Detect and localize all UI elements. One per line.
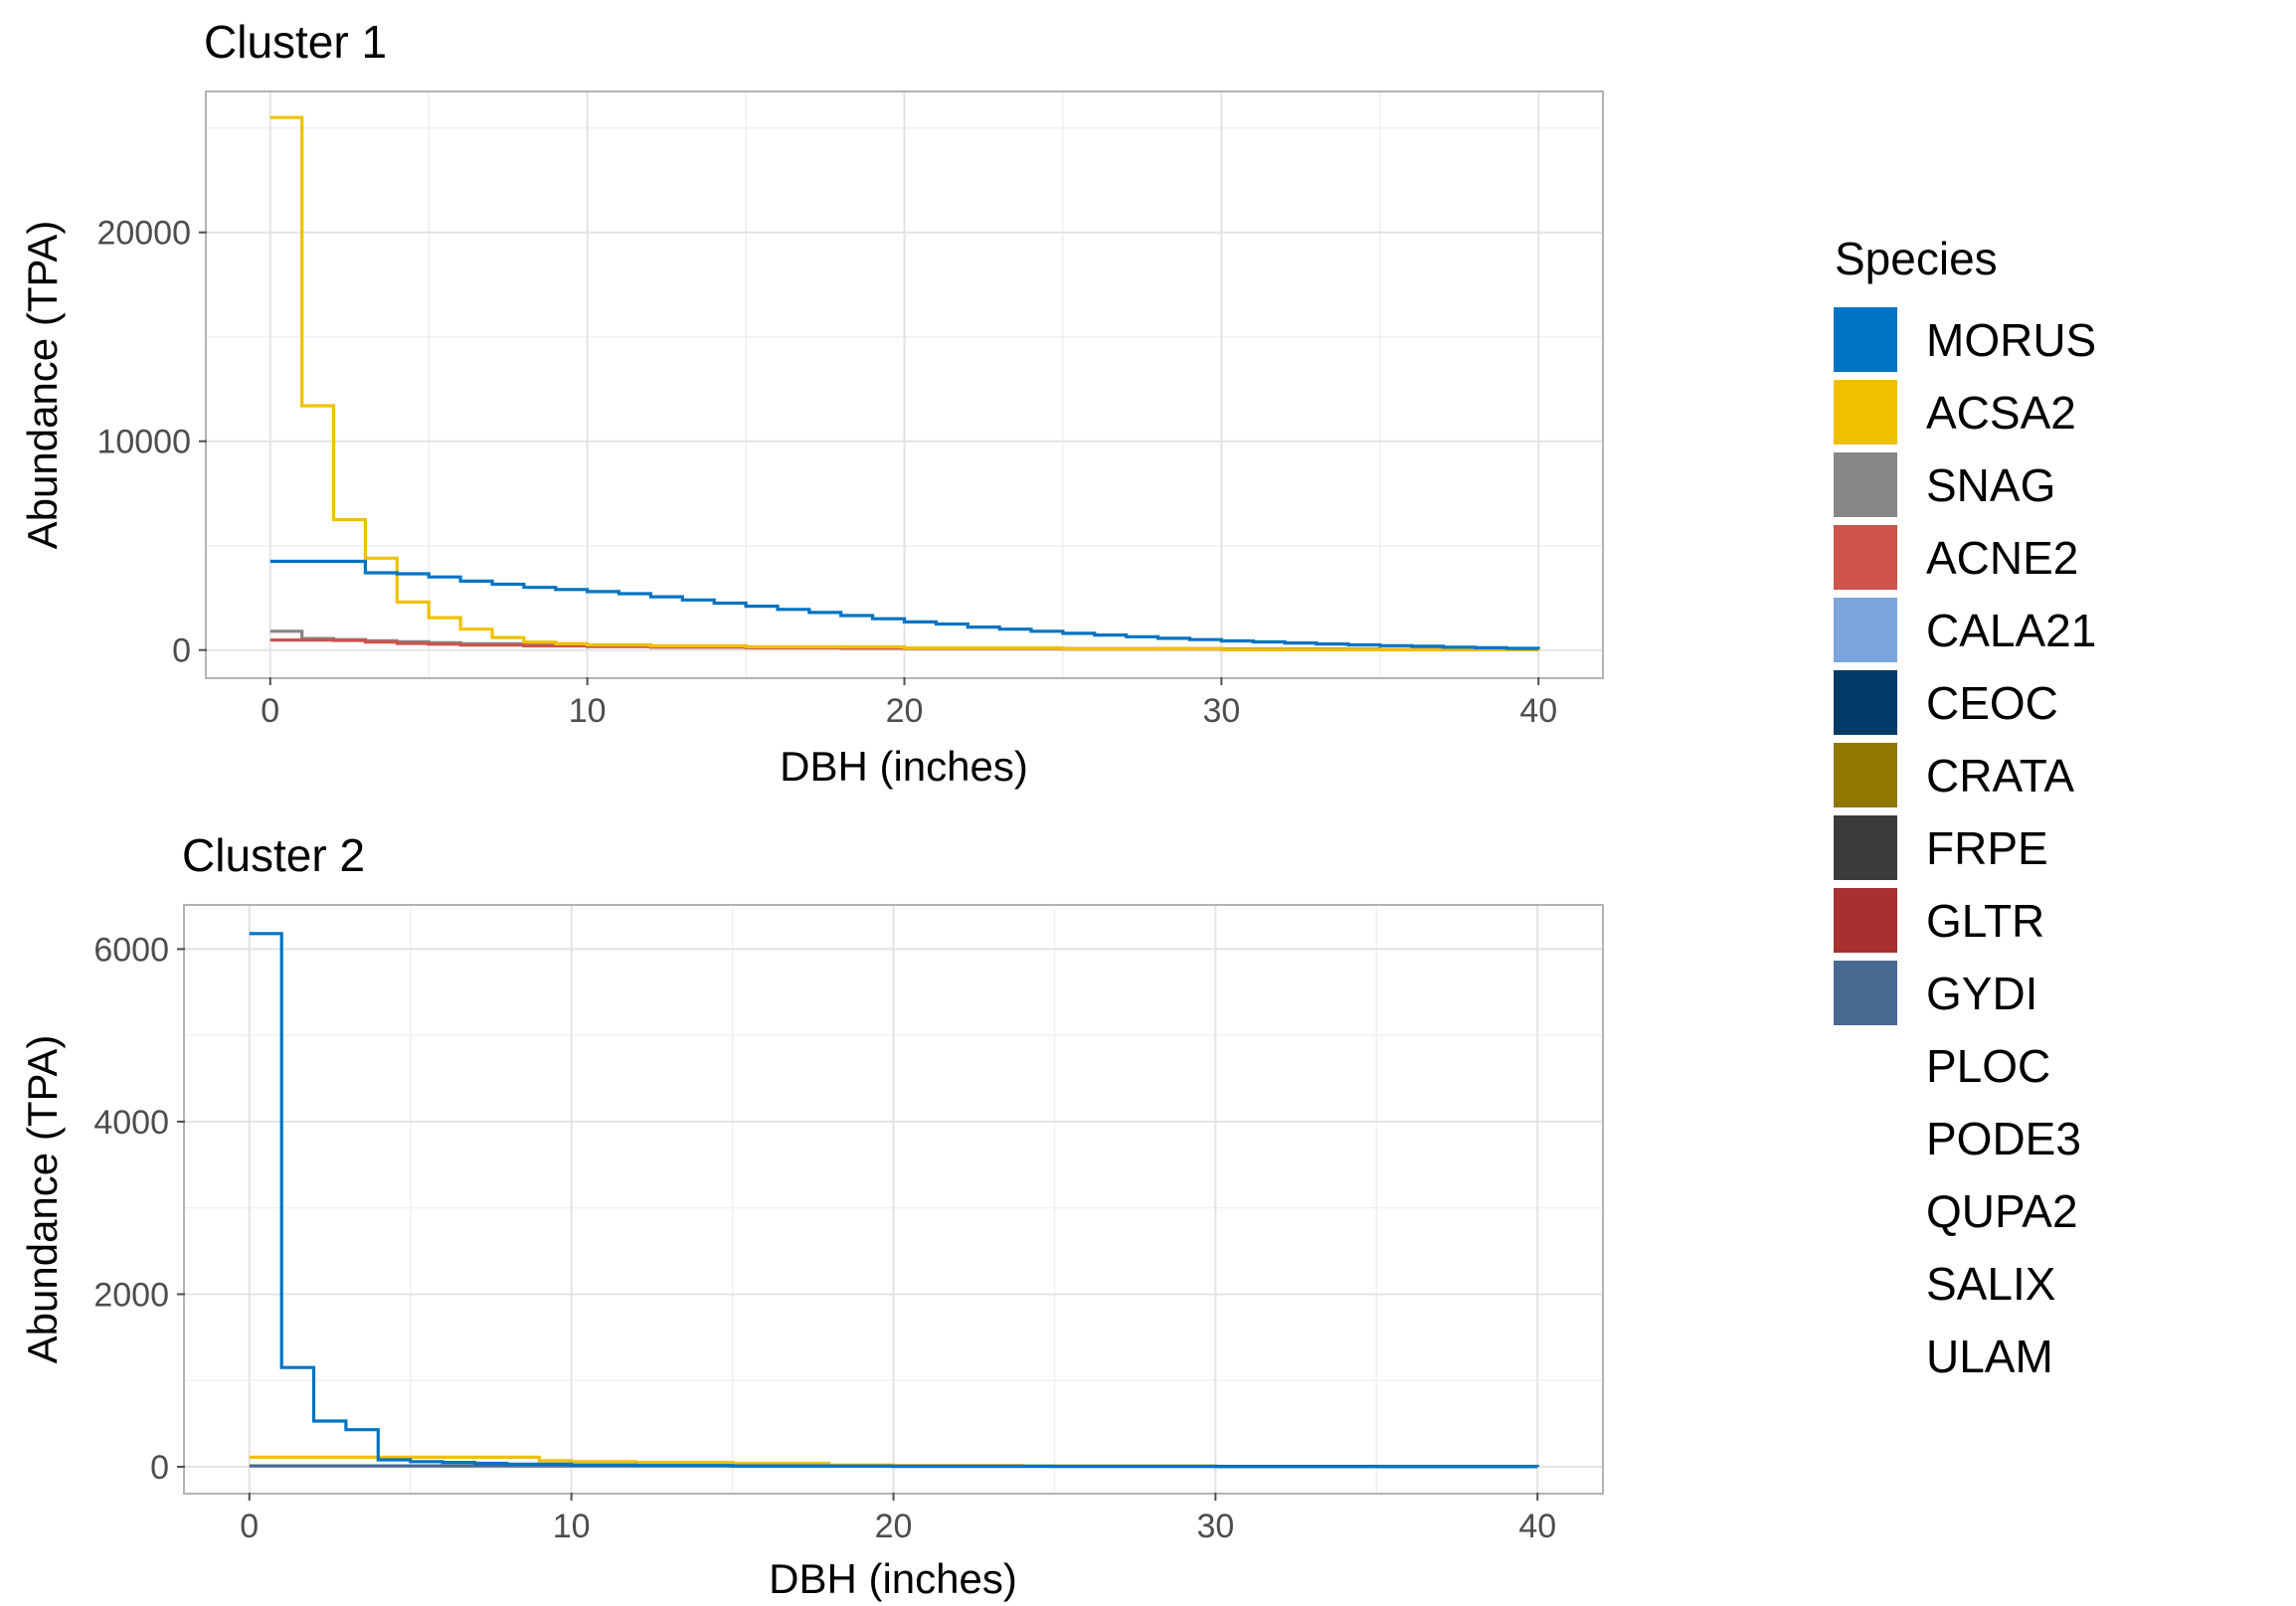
- legend-item-acne2: ACNE2: [1832, 523, 2078, 592]
- series-line-morus: [249, 932, 1539, 1469]
- legend-swatch: [1832, 305, 1899, 374]
- legend-item-pode3: PODE3: [1926, 1113, 2081, 1164]
- cluster-2-series: [249, 932, 1539, 1469]
- panel-cluster-2: Cluster 2 0 2000 4000 6000 0 10 20 30 40 DBH (i…: [19, 829, 1604, 1602]
- legend-item-ceoc: CEOC: [1832, 668, 2058, 737]
- y-tick-label: 0: [172, 632, 191, 670]
- cluster-1-y-ticks: 0 10000 20000: [96, 215, 207, 670]
- legend-label: ACSA2: [1926, 387, 2076, 439]
- x-tick-label: 0: [261, 692, 279, 730]
- legend-label: GLTR: [1926, 895, 2044, 947]
- x-tick-label: 30: [1196, 1508, 1234, 1545]
- series-line-acsa2: [269, 115, 1540, 651]
- legend-item-gydi: GYDI: [1832, 959, 2037, 1027]
- x-tick-label: 30: [1202, 692, 1240, 730]
- legend-label: MORUS: [1926, 314, 2096, 366]
- legend-label: SALIX: [1926, 1258, 2055, 1310]
- cluster-2-grid: [185, 906, 1602, 1493]
- legend-item-snag: SNAG: [1832, 450, 2055, 519]
- y-tick-label: 0: [150, 1449, 169, 1487]
- legend-swatch: [1832, 378, 1899, 446]
- x-tick-label: 20: [875, 1508, 913, 1545]
- y-tick-label: 20000: [96, 215, 191, 253]
- cluster-2-y-ticks: 0 2000 4000 6000: [93, 931, 185, 1487]
- legend-label: CRATA: [1926, 750, 2074, 802]
- legend-swatch: [1832, 596, 1899, 664]
- legend: Species MORUS ACSA2 SNAG ACNE2 CALA21 CEOC CRA…: [1832, 233, 2096, 1382]
- y-tick-label: 6000: [93, 931, 169, 969]
- legend-swatch: [1832, 813, 1899, 882]
- legend-swatch: [1832, 741, 1899, 809]
- legend-swatch: [1832, 523, 1899, 592]
- legend-label: PLOC: [1926, 1040, 2050, 1092]
- legend-swatch: [1832, 886, 1899, 955]
- legend-item-qupa2: QUPA2: [1926, 1185, 2078, 1237]
- legend-label: SNAG: [1926, 459, 2055, 511]
- legend-item-ploc: PLOC: [1926, 1040, 2050, 1092]
- series-line-morus: [269, 559, 1540, 650]
- cluster-1-x-ticks: 0 10 20 30 40: [261, 677, 1557, 730]
- x-tick-label: 10: [569, 692, 607, 730]
- legend-label: FRPE: [1926, 822, 2048, 874]
- legend-item-frpe: FRPE: [1832, 813, 2048, 882]
- legend-items: MORUS ACSA2 SNAG ACNE2 CALA21 CEOC CRATA FRPE GL…: [1832, 305, 2096, 1382]
- legend-swatch: [1832, 668, 1899, 737]
- legend-item-acsa2: ACSA2: [1832, 378, 2076, 446]
- panel-cluster-1: Cluster 1 0 10000 20000 0 10 20 30 40 DBH (inc…: [19, 16, 1604, 790]
- y-tick-label: 2000: [93, 1276, 169, 1314]
- cluster-2-y-axis-title: Abundance (TPA): [19, 1035, 66, 1364]
- legend-title: Species: [1835, 233, 1998, 284]
- cluster-1-x-axis-title: DBH (inches): [780, 743, 1028, 790]
- cluster-1-y-axis-title: Abundance (TPA): [19, 221, 66, 550]
- legend-swatch: [1832, 959, 1899, 1027]
- legend-item-crata: CRATA: [1832, 741, 2074, 809]
- x-tick-label: 40: [1518, 1508, 1556, 1545]
- legend-item-morus: MORUS: [1832, 305, 2096, 374]
- cluster-1-grid: [207, 92, 1602, 677]
- cluster-1-title: Cluster 1: [204, 16, 387, 68]
- y-tick-label: 10000: [96, 424, 191, 461]
- cluster-1-series: [269, 115, 1540, 651]
- legend-item-cala21: CALA21: [1832, 596, 2096, 664]
- legend-item-salix: SALIX: [1926, 1258, 2055, 1310]
- cluster-2-x-axis-title: DBH (inches): [769, 1555, 1017, 1602]
- legend-item-gltr: GLTR: [1832, 886, 2044, 955]
- x-tick-label: 40: [1519, 692, 1557, 730]
- legend-label: QUPA2: [1926, 1185, 2078, 1237]
- legend-label: ACNE2: [1926, 532, 2078, 584]
- x-tick-label: 20: [886, 692, 924, 730]
- legend-label: PODE3: [1926, 1113, 2081, 1164]
- legend-item-ulam: ULAM: [1926, 1331, 2053, 1382]
- legend-label: CALA21: [1926, 605, 2096, 656]
- legend-label: GYDI: [1926, 968, 2037, 1019]
- x-tick-label: 0: [240, 1508, 259, 1545]
- cluster-2-title: Cluster 2: [182, 829, 365, 881]
- legend-label: CEOC: [1926, 677, 2058, 729]
- legend-swatch: [1832, 450, 1899, 519]
- legend-label: ULAM: [1926, 1331, 2053, 1382]
- y-tick-label: 4000: [93, 1104, 169, 1142]
- x-tick-label: 10: [553, 1508, 591, 1545]
- cluster-2-x-ticks: 0 10 20 30 40: [240, 1493, 1556, 1545]
